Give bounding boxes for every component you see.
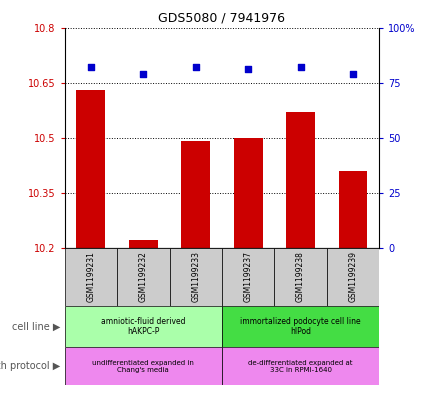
Point [349,71,356,77]
Bar [233,138,262,248]
Text: cell line ▶: cell line ▶ [12,322,60,332]
Point [297,64,304,70]
Text: GSM1199233: GSM1199233 [191,251,200,302]
Point [87,64,94,70]
Bar [286,112,314,248]
Bar [64,347,221,385]
Text: GSM1199237: GSM1199237 [243,251,252,302]
Point [244,66,251,72]
Bar [326,248,378,306]
Text: undifferentiated expanded in
Chang's media: undifferentiated expanded in Chang's med… [92,360,194,373]
Bar [64,306,221,347]
Bar [169,248,221,306]
Text: GSM1199232: GSM1199232 [138,252,147,302]
Bar [338,171,367,248]
Text: GSM1199238: GSM1199238 [295,252,304,302]
Point [140,71,147,77]
Bar [221,347,378,385]
Text: GSM1199239: GSM1199239 [348,251,357,302]
Text: immortalized podocyte cell line
hIPod: immortalized podocyte cell line hIPod [240,317,360,336]
Bar [221,248,274,306]
Bar [221,306,378,347]
Bar [181,141,210,248]
Point [192,64,199,70]
Bar [274,248,326,306]
Text: de-differentiated expanded at
33C in RPMI-1640: de-differentiated expanded at 33C in RPM… [248,360,352,373]
Text: GSM1199231: GSM1199231 [86,252,95,302]
Bar [76,90,105,248]
Title: GDS5080 / 7941976: GDS5080 / 7941976 [158,12,285,25]
Bar [64,248,117,306]
Bar [117,248,169,306]
Text: amniotic-fluid derived
hAKPC-P: amniotic-fluid derived hAKPC-P [101,317,185,336]
Bar [129,240,157,248]
Text: growth protocol ▶: growth protocol ▶ [0,361,60,371]
